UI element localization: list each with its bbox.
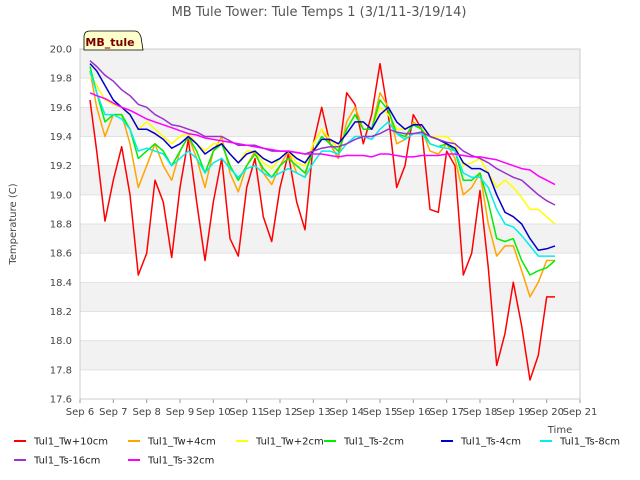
- grid-band: [80, 282, 580, 312]
- x-tick-label: Sep 7: [99, 407, 127, 418]
- series-line-tul1-tw-10cm: [89, 62, 555, 381]
- station-badge-box: [83, 30, 144, 51]
- y-axis-ticks: 17.6 17.8 18.0 18.2 18.4 18.6 18.8 19.0 19.2 19.4…: [50, 45, 72, 406]
- station-badge-label: MB_tule: [85, 36, 134, 49]
- series-lines: [89, 60, 556, 381]
- y-tick-label: 18.6: [50, 249, 72, 260]
- x-tick-label: Sep 6: [66, 407, 94, 418]
- grid-band: [80, 369, 580, 399]
- legend-label: Tul1_Tw+2cm: [255, 437, 324, 448]
- y-tick-label: 19.0: [50, 190, 72, 201]
- x-tick-label: Sep 20: [529, 407, 564, 418]
- x-tick-label: Sep 11: [229, 407, 264, 418]
- x-tick-label: Sep 13: [296, 407, 331, 418]
- grid-band: [80, 311, 580, 341]
- legend-label: Tul1_Ts-32cm: [147, 456, 214, 467]
- grid-band: [80, 78, 580, 108]
- legend-label: Tul1_Ts-16cm: [33, 456, 100, 467]
- y-tick-label: 19.8: [50, 74, 72, 85]
- x-axis-label: Time: [547, 425, 572, 436]
- x-tick-label: Sep 8: [132, 407, 160, 418]
- legend-label: Tul1_Ts-2cm: [343, 437, 404, 448]
- legend-label: Tul1_Tw+4cm: [147, 437, 216, 448]
- plot-frame: [79, 48, 581, 400]
- y-axis-label: Temperature (C): [8, 183, 19, 265]
- legend-item: Tul1_Tw+2cm: [236, 437, 324, 448]
- series-line-tul1-ts-4cm: [89, 63, 556, 251]
- grid-band: [80, 165, 580, 195]
- y-tick-label: 19.4: [50, 132, 72, 143]
- y-tick-label: 20.0: [50, 45, 72, 56]
- legend-label: Tul1_Ts-4cm: [460, 437, 521, 448]
- y-tick-label: 19.6: [50, 103, 72, 114]
- x-tick-label: Sep 16: [396, 407, 431, 418]
- x-tick-label: Sep 10: [196, 407, 231, 418]
- x-tick-label: Sep 14: [329, 407, 364, 418]
- y-tick-label: 17.8: [50, 365, 72, 376]
- x-tick-label: Sep 17: [429, 407, 464, 418]
- legend-label: Tul1_Tw+10cm: [33, 437, 108, 448]
- y-tick-label: 18.0: [50, 336, 72, 347]
- y-tick-label: 18.2: [50, 307, 72, 318]
- grid-band: [80, 224, 580, 254]
- grid-band: [80, 340, 580, 370]
- y-tick-label: 18.4: [50, 278, 72, 289]
- y-tick-label: 19.2: [50, 161, 72, 172]
- station-badge: MB_tule: [83, 30, 144, 51]
- grid-band: [80, 253, 580, 283]
- x-tick-label: Sep 19: [496, 407, 531, 418]
- y-tick-label: 17.6: [50, 395, 72, 406]
- legend-item: Tul1_Tw+4cm: [128, 437, 216, 448]
- legend: Tul1_Tw+10cm Tul1_Tw+4cm Tul1_Tw+2cm Tul1_T…: [14, 437, 620, 467]
- legend-item: Tul1_Tw+10cm: [14, 437, 108, 448]
- series-line-tul1-ts-2cm: [89, 66, 556, 276]
- x-tick-label: Sep 12: [263, 407, 298, 418]
- series-line-tul1-tw-2cm: [89, 74, 556, 225]
- legend-item: Tul1_Ts-2cm: [324, 437, 404, 448]
- x-tick-label: Sep 18: [463, 407, 498, 418]
- legend-item: Tul1_Ts-32cm: [128, 456, 214, 467]
- series-line-tul1-ts-32cm: [89, 92, 556, 186]
- x-tick-label: Sep 15: [363, 407, 398, 418]
- grid-band: [80, 107, 580, 137]
- legend-item: Tul1_Ts-4cm: [441, 437, 521, 448]
- grid-band: [80, 194, 580, 224]
- legend-item: Tul1_Ts-8cm: [540, 437, 620, 448]
- x-tick-label: Sep 9: [166, 407, 194, 418]
- y-tick-label: 18.8: [50, 220, 72, 231]
- chart-title: MB Tule Tower: Tule Temps 1 (3/1/11-3/19…: [172, 5, 467, 20]
- x-tick-label: Sep 21: [563, 407, 598, 418]
- legend-item: Tul1_Ts-16cm: [14, 456, 100, 467]
- legend-label: Tul1_Ts-8cm: [559, 437, 620, 448]
- series-line-tul1-ts-8cm: [89, 70, 555, 257]
- grid-band: [80, 49, 580, 79]
